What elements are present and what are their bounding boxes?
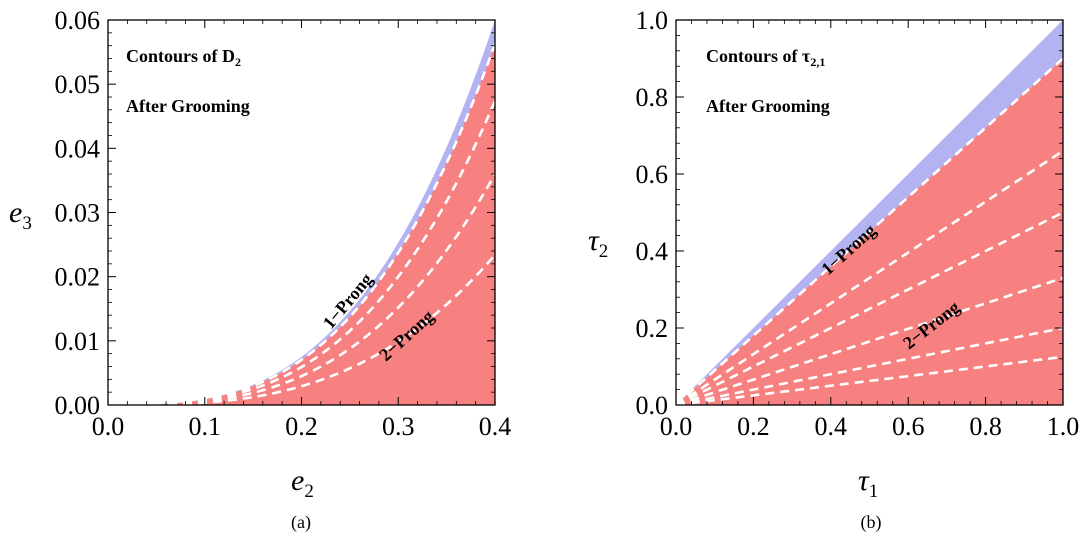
y-tick-label: 0.8: [636, 83, 669, 112]
y-tick-label: 0.6: [636, 160, 669, 189]
panel-b-tau21-contours: 0.0 0.2 0.4 0.6 0.8 1.0 0.0 0.2 0.4 0.6 0.8 1.0 Con…: [588, 6, 1079, 533]
y-tick-label: 1.0: [636, 6, 669, 35]
annotation-grooming-b: After Grooming: [706, 96, 830, 116]
annotation-title-a: Contours of D2: [126, 46, 241, 69]
y-tick-label: 0.02: [55, 263, 101, 292]
x-tick-label: 0.0: [92, 412, 125, 441]
caption-a: (a): [291, 512, 311, 533]
contour-line-5: [676, 326, 1063, 405]
contour-line-3: [676, 211, 1063, 405]
y-tick-label: 0.04: [55, 134, 101, 163]
y-axis-label-a: e3: [9, 196, 32, 234]
y-tick-label: 0.00: [55, 391, 101, 420]
y-tick-label: 0.4: [636, 237, 669, 266]
contour-line-6: [676, 355, 1063, 405]
x-tick-label: 0.2: [737, 412, 770, 441]
x-tick-label: 0.0: [660, 412, 693, 441]
x-tick-label: 1.0: [1047, 412, 1080, 441]
x-axis-label-b: τ1: [858, 464, 878, 502]
y-tick-label: 0.06: [55, 6, 101, 35]
x-tick-label: 0.4: [815, 412, 848, 441]
plot-frame: [675, 19, 1064, 406]
y-tick-label: 0.03: [55, 199, 101, 228]
y-tick-label: 0.01: [55, 327, 101, 356]
region-two-prong-a: [108, 43, 495, 405]
y-tick-label: 0.05: [55, 70, 101, 99]
plot-area-b: 0.0 0.2 0.4 0.6 0.8 1.0 0.0 0.2 0.4 0.6 0.8 1.0: [636, 6, 1080, 441]
x-axis-label-a: e2: [291, 464, 314, 502]
caption-b: (b): [861, 512, 882, 533]
contour-line-4: [676, 276, 1063, 405]
x-tick-label: 0.8: [969, 412, 1002, 441]
x-tick-label: 0.2: [285, 412, 318, 441]
contour-line-1: [676, 57, 1063, 405]
region-one-prong-b: [676, 20, 1063, 405]
y-tick-label: 0.2: [636, 314, 669, 343]
y-axis-label-b: τ2: [588, 224, 608, 262]
annotation-title-b: Contours of τ2,1: [706, 46, 825, 69]
x-tick-label: 0.3: [382, 412, 415, 441]
panel-a-d2-contours: 0.0 0.1 0.2 0.3 0.4 0.00 0.01 0.02 0.03 0.04 0.05 0…: [9, 6, 511, 533]
annotation-grooming-a: After Grooming: [126, 96, 250, 116]
y-tick-label: 0.0: [636, 391, 669, 420]
contour-line-2: [676, 149, 1063, 405]
x-tick-label: 0.6: [892, 412, 925, 441]
x-tick-label: 0.4: [479, 412, 512, 441]
plot-area-a: 0.0 0.1 0.2 0.3 0.4 0.00 0.01 0.02 0.03 0.04 0.05 0…: [55, 6, 512, 441]
contour-line-4: [108, 253, 495, 405]
x-tick-label: 0.1: [189, 412, 222, 441]
region-one-prong-a: [108, 20, 495, 405]
